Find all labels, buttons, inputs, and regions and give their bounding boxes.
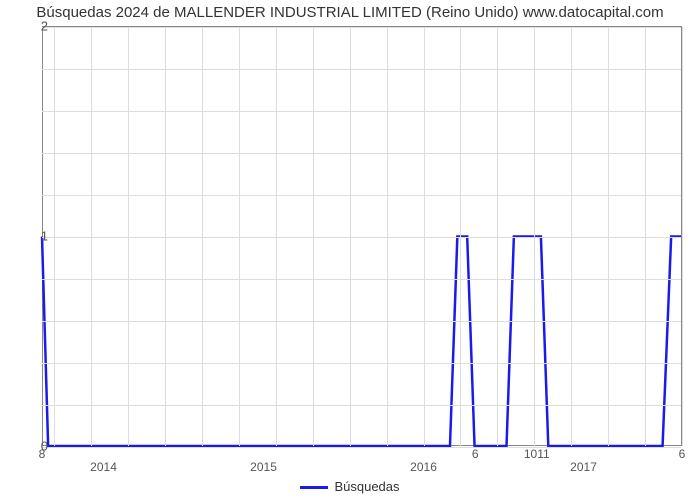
y-tick-label: 2 [8, 19, 48, 34]
gridline-v [387, 27, 388, 446]
value-annotation: 1011 [524, 447, 550, 461]
gridline-v [608, 27, 609, 446]
plot-area [42, 26, 682, 446]
gridline-v [276, 27, 277, 446]
legend: Búsquedas [0, 479, 700, 494]
gridline-v [165, 27, 166, 446]
chart-title: Búsquedas 2024 de MALLENDER INDUSTRIAL L… [0, 4, 700, 21]
gridline-h [42, 27, 681, 28]
y-tick-label: 1 [8, 229, 48, 244]
gridline-h [42, 195, 681, 196]
legend-swatch [300, 486, 328, 489]
gridline-v [91, 27, 92, 446]
gridline-h [42, 69, 681, 70]
x-tick-label: 2014 [90, 460, 117, 474]
gridline-v [460, 27, 461, 446]
gridline-v [645, 27, 646, 446]
x-tick-label: 2016 [410, 460, 437, 474]
legend-label: Búsquedas [334, 479, 399, 494]
gridline-h [42, 237, 681, 238]
gridline-h [42, 363, 681, 364]
value-annotation: 6 [679, 447, 686, 461]
x-tick-label: 2015 [250, 460, 277, 474]
gridline-v [350, 27, 351, 446]
gridline-h [42, 279, 681, 280]
gridline-v [313, 27, 314, 446]
gridline-v [239, 27, 240, 446]
gridline-v [128, 27, 129, 446]
value-annotation: 8 [39, 447, 46, 461]
gridline-h [42, 447, 681, 448]
x-tick-label: 2017 [570, 460, 597, 474]
gridline-v [682, 27, 683, 446]
gridline-h [42, 153, 681, 154]
line-chart: Búsquedas 2024 de MALLENDER INDUSTRIAL L… [0, 0, 700, 500]
gridline-h [42, 111, 681, 112]
gridline-v [424, 27, 425, 446]
gridline-v [534, 27, 535, 446]
gridline-h [42, 405, 681, 406]
gridline-v [202, 27, 203, 446]
gridline-v [571, 27, 572, 446]
gridline-v [497, 27, 498, 446]
gridline-v [54, 27, 55, 446]
value-annotation: 6 [472, 447, 479, 461]
gridline-h [42, 321, 681, 322]
